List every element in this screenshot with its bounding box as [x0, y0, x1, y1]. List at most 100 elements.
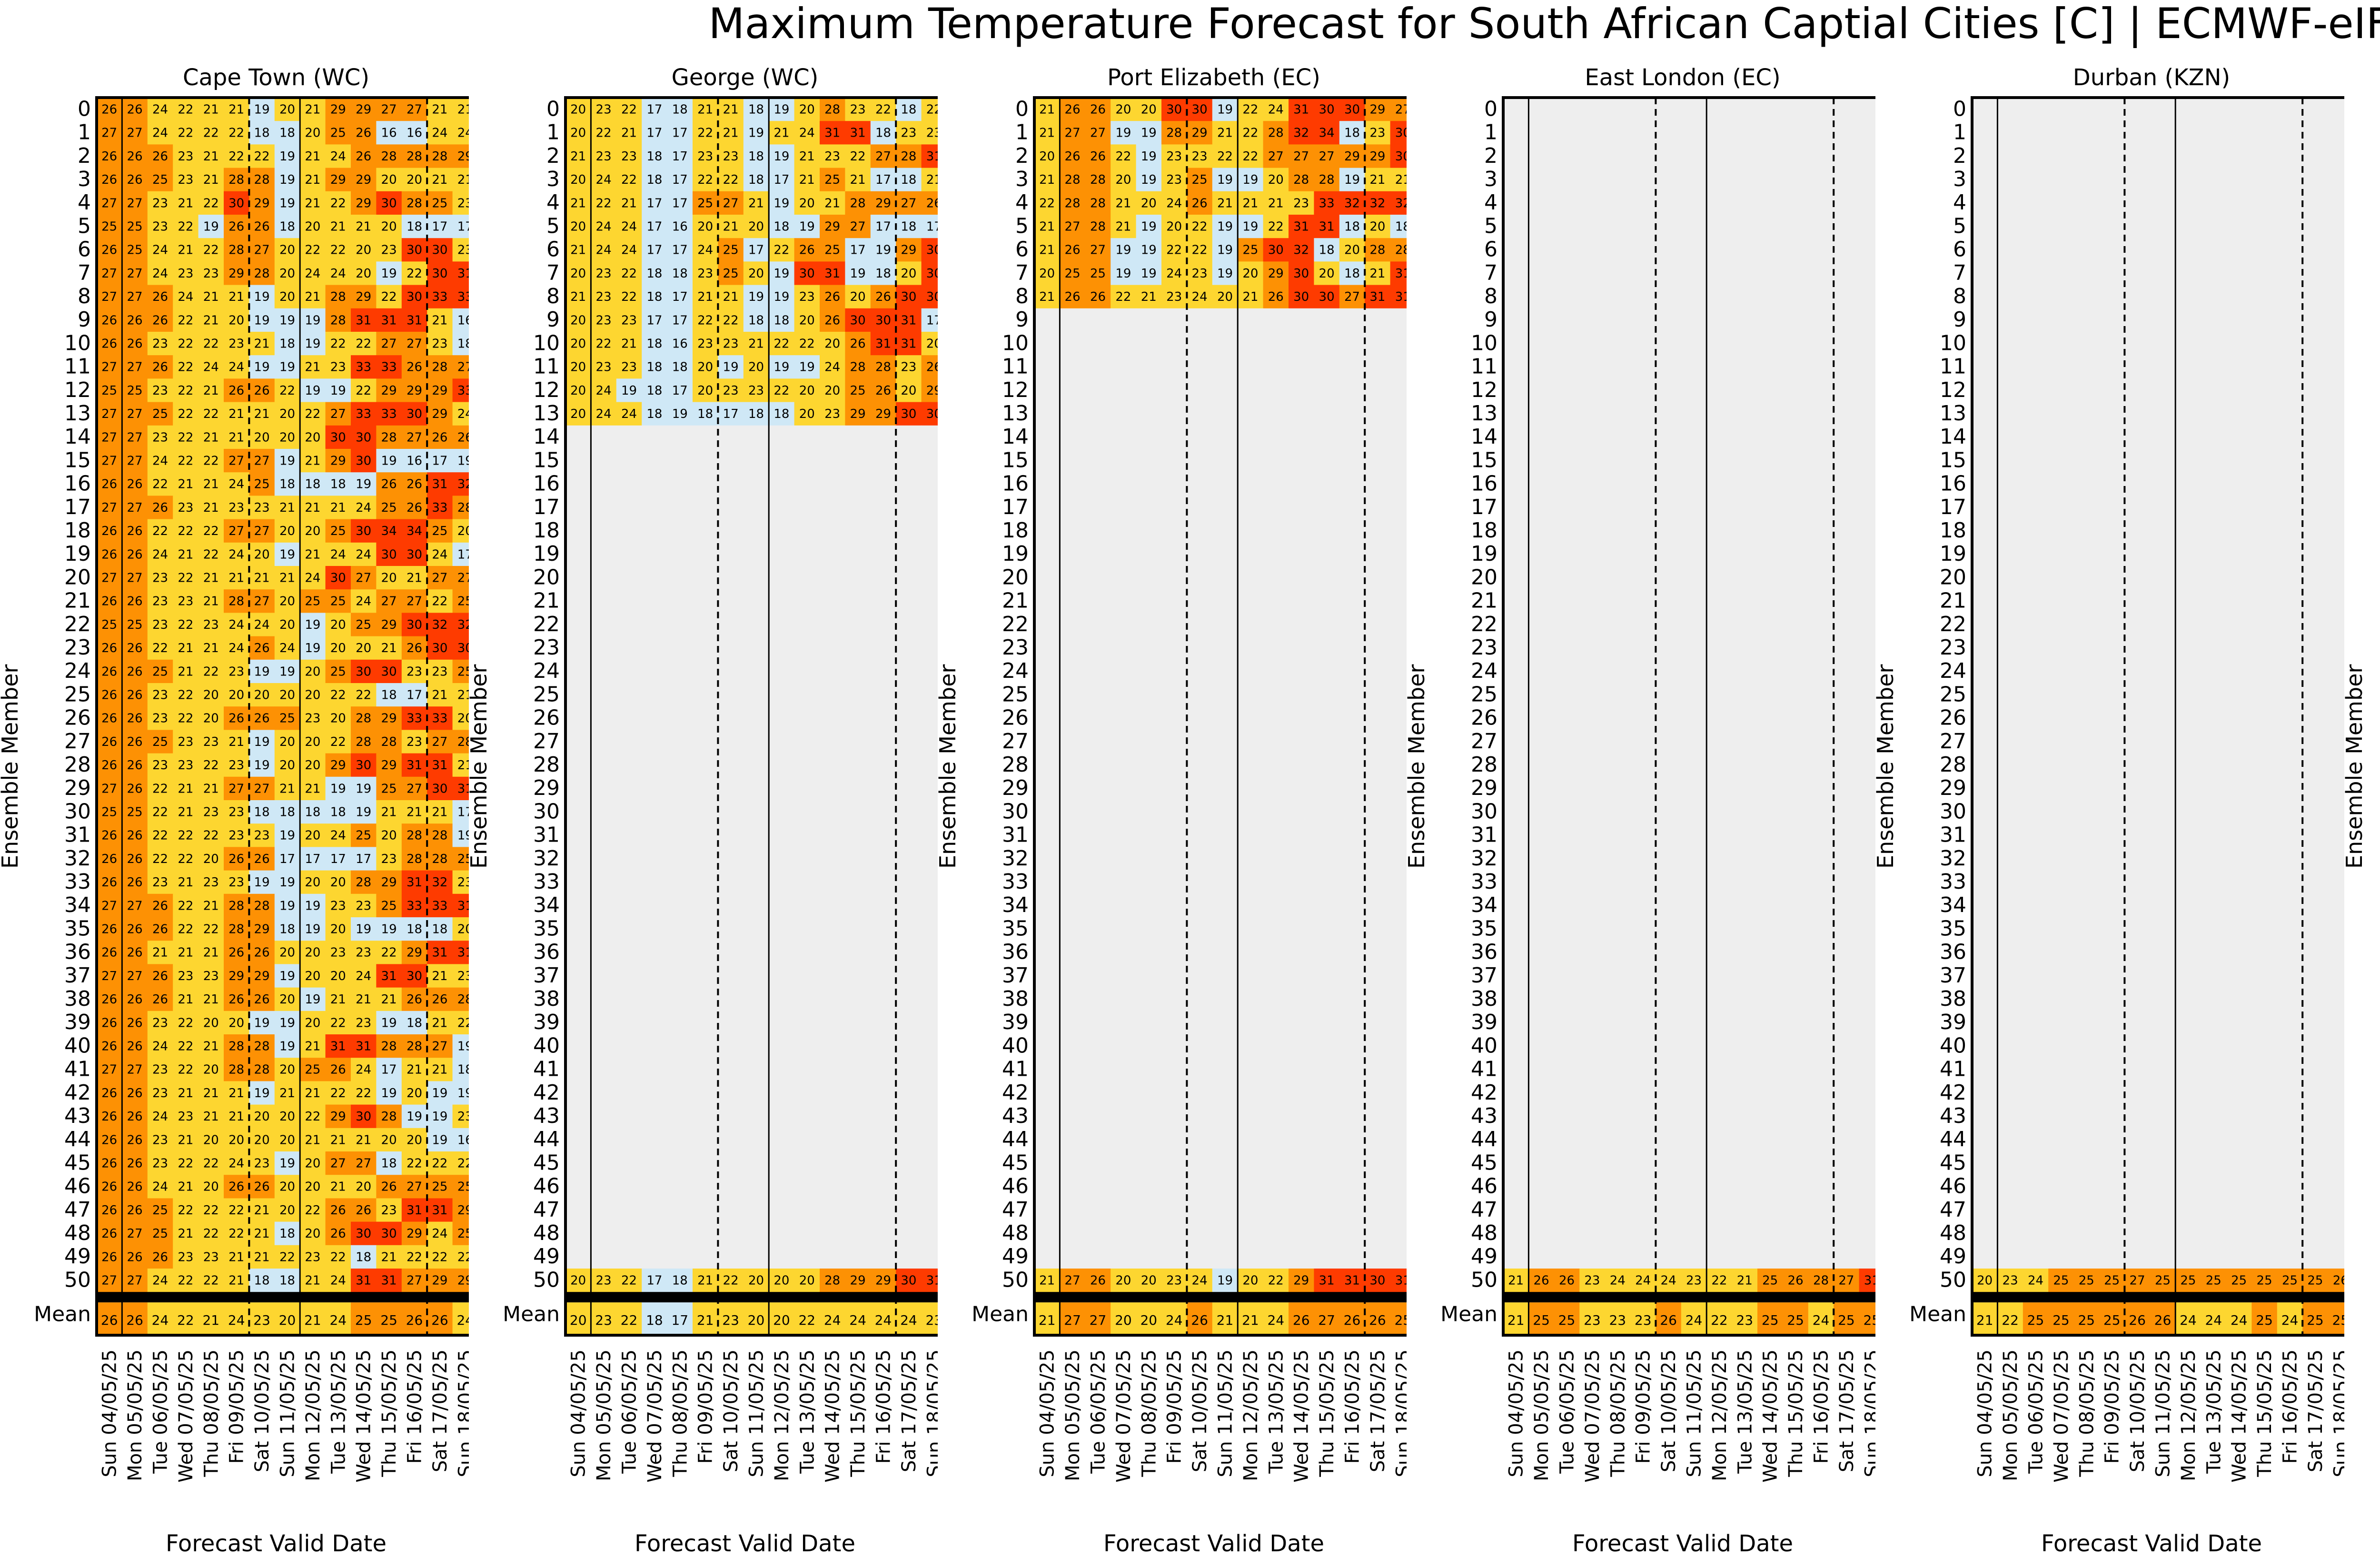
cell-value: 21: [203, 899, 219, 913]
cell-value: 18: [330, 805, 346, 819]
heatmap-cell: [1579, 847, 1606, 871]
heatmap-cell: [1972, 285, 1998, 309]
cell-value: 30: [799, 267, 815, 281]
cell-value: 23: [178, 173, 193, 187]
cell-value: 23: [203, 875, 219, 890]
heatmap-cell: [1111, 378, 1137, 403]
heatmap-cell: [2302, 332, 2329, 356]
heatmap-cell: [2226, 168, 2252, 192]
heatmap-cell: [2124, 425, 2151, 449]
heatmap-cell: [1390, 1011, 1407, 1035]
cell-value: 23: [596, 267, 612, 281]
heatmap-cell: [147, 144, 173, 169]
heatmap-cell: [376, 542, 402, 566]
heatmap-cell: [274, 964, 300, 988]
heatmap-cell: [693, 870, 718, 894]
mean-value: 26: [431, 1312, 448, 1328]
heatmap-cell: [1238, 168, 1264, 192]
heatmap-cell: [173, 1245, 199, 1269]
heatmap-cell: [224, 378, 249, 403]
cell-value: 21: [381, 992, 397, 1007]
heatmap-cell: [452, 1081, 469, 1105]
y-tick-label: 7: [78, 261, 91, 285]
heatmap-cell: [845, 496, 871, 520]
heatmap-cell: [2073, 144, 2100, 169]
cell-value: 28: [407, 196, 422, 210]
heatmap-cell: [147, 659, 173, 684]
cell-value: 19: [356, 922, 371, 936]
heatmap-cell: [794, 1128, 820, 1152]
cell-value: 20: [901, 384, 916, 398]
heatmap-cell: [769, 332, 795, 356]
cell-value: 27: [228, 782, 244, 796]
cell-value: 30: [432, 641, 447, 655]
heatmap-cell: [1034, 332, 1060, 356]
heatmap-cell: [1834, 238, 1860, 262]
heatmap-cell: [198, 917, 224, 941]
heatmap-cell: [401, 941, 427, 964]
mean-value: 25: [1533, 1312, 1550, 1328]
cell-value: 26: [101, 1039, 117, 1053]
heatmap-cell: [820, 683, 845, 707]
heatmap-cell: [2124, 519, 2151, 543]
heatmap-cell: [1808, 1058, 1834, 1081]
heatmap-cell: [1997, 215, 2023, 238]
y-tick-label: 45: [1471, 1150, 1497, 1175]
heatmap-cell: [122, 683, 148, 707]
heatmap-cell: [1997, 542, 2023, 566]
heatmap-cell: [896, 308, 922, 332]
cell-value: 31: [432, 758, 447, 773]
heatmap-cell: [2302, 496, 2329, 520]
heatmap-cell: [325, 308, 351, 332]
heatmap-cell: [325, 121, 351, 145]
heatmap-cell: [769, 449, 795, 473]
heatmap-cell: [1783, 449, 1809, 473]
heatmap-cell: [224, 823, 249, 847]
x-tick-label: Thu 15/05/25: [1316, 1349, 1338, 1478]
heatmap-cell: [325, 730, 351, 754]
heatmap-cell: [1605, 589, 1631, 613]
heatmap-cell: [1757, 659, 1783, 684]
cell-value: 25: [457, 852, 469, 866]
y-tick-label: 17: [64, 495, 91, 519]
heatmap-cell: [224, 1104, 249, 1129]
heatmap-cell: [1834, 1081, 1860, 1105]
heatmap-cell: [2226, 496, 2252, 520]
heatmap-cell: [452, 987, 469, 1012]
heatmap-cell: [1859, 191, 1875, 215]
heatmap-cell: [274, 121, 300, 145]
heatmap-cell: [743, 191, 769, 215]
heatmap-cell: [565, 168, 591, 192]
heatmap-cell: [198, 1221, 224, 1246]
heatmap-cell: [667, 121, 693, 145]
heatmap-cell: [1579, 238, 1606, 262]
x-tick-label: Sat 17/05/25: [1367, 1349, 1389, 1472]
y-tick-label: 37: [1002, 963, 1029, 988]
cell-value: 30: [1293, 290, 1309, 304]
heatmap-cell: [224, 1058, 249, 1081]
heatmap-cell: [845, 542, 871, 566]
heatmap-cell: [1579, 917, 1606, 941]
heatmap-cell: [1034, 496, 1060, 520]
cell-value: 30: [1344, 102, 1360, 117]
heatmap-cell: [173, 753, 199, 777]
heatmap-cell: [97, 941, 122, 964]
heatmap-cell: [1554, 636, 1580, 660]
heatmap-cell: [2302, 355, 2329, 379]
heatmap-cell: [351, 215, 377, 238]
y-tick-label: 35: [1002, 916, 1029, 941]
heatmap-cell: [97, 1081, 122, 1105]
heatmap-cell: [1972, 121, 1998, 145]
heatmap-cell: [452, 659, 469, 684]
heatmap-cell: [2226, 542, 2252, 566]
heatmap-cell: [743, 1198, 769, 1222]
heatmap-cell: [1605, 332, 1631, 356]
cell-value: 29: [432, 384, 447, 398]
x-tick-label: Mon 12/05/25: [1709, 1349, 1731, 1481]
y-tick-label: 27: [533, 729, 560, 754]
x-tick-label: Sat 10/05/25: [251, 1349, 273, 1472]
heatmap-cell: [1187, 566, 1213, 590]
heatmap-cell: [642, 613, 668, 637]
mean-value: 22: [798, 1312, 815, 1328]
cell-value: 18: [254, 126, 270, 140]
